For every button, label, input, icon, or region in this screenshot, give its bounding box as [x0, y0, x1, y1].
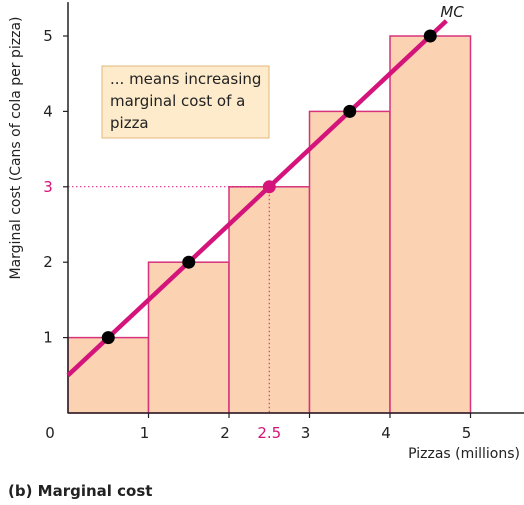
- x-axis-title: Pizzas (millions): [408, 446, 520, 462]
- axes: [67, 2, 524, 414]
- y-tick-label: 4: [43, 102, 53, 120]
- annotation-line-1: ... means increasing: [110, 70, 261, 88]
- bar-4: [308, 110, 391, 414]
- y-tick-label: 2: [43, 253, 53, 271]
- data-point-4: [343, 104, 357, 118]
- x-tick-label: 2: [220, 424, 230, 442]
- highlight-y-label: 3: [43, 178, 53, 196]
- x-tick-label: 3: [301, 424, 311, 442]
- x-tick-label: 0: [45, 424, 55, 442]
- chart-caption: (b) Marginal cost: [8, 482, 153, 500]
- data-point-5: [423, 29, 437, 43]
- annotation-box: ... means increasing marginal cost of a …: [101, 65, 270, 139]
- x-tick-label: 1: [140, 424, 150, 442]
- highlight-x-label: 2.5: [257, 424, 281, 442]
- highlight-point: [262, 180, 276, 194]
- annotation-background: [101, 65, 270, 139]
- data-point-1: [101, 331, 115, 345]
- bar-2: [147, 261, 230, 414]
- data-points: [101, 29, 437, 345]
- tick-labels: 0 1 2 3 4 5 1 2 4 5 3 2.5: [43, 27, 471, 442]
- bar-5: [389, 35, 472, 414]
- y-tick-label: 5: [43, 27, 53, 45]
- marginal-cost-chart: 0 1 2 3 4 5 1 2 4 5 3 2.5 MC ... means increasing m…: [8, 2, 524, 462]
- mc-curve-label: MC: [440, 3, 464, 21]
- x-tick-label: 5: [462, 424, 472, 442]
- highlight-guides: [68, 186, 270, 413]
- y-tick-label: 1: [43, 329, 53, 347]
- bar-1: [67, 336, 150, 414]
- annotation-line-2: marginal cost of a: [110, 92, 245, 110]
- x-tick-label: 4: [381, 424, 391, 442]
- y-axis-title: Marginal cost (Cans of cola per pizza): [8, 16, 24, 279]
- annotation-line-3: pizza: [110, 114, 149, 132]
- mc-curve-line: [66, 19, 448, 377]
- data-point-2: [182, 255, 196, 269]
